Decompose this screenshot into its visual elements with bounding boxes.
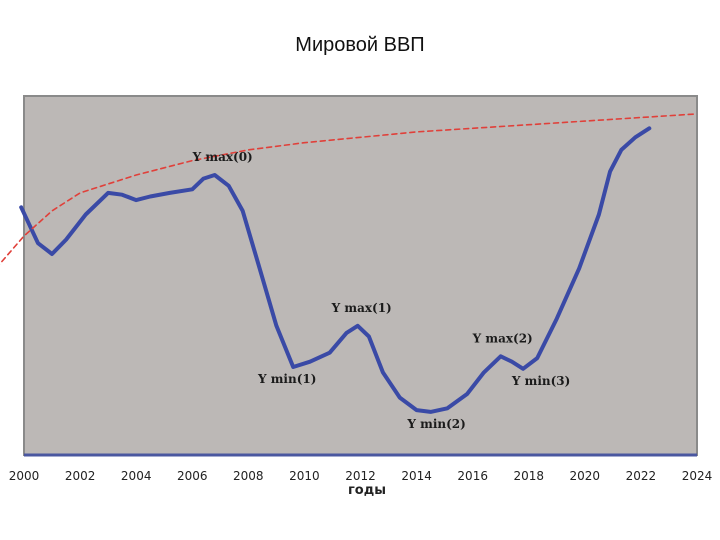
x-tick-label: 2022 [626,469,657,483]
gdp-line [19,126,652,414]
annotation-label: Y max(1) [331,301,392,315]
series-layer [0,113,698,414]
annotation-label: Y max(0) [192,150,253,164]
annotation-label: Y min(2) [406,417,465,431]
x-tick-label: 2006 [177,469,208,483]
x-tick-label: 2000 [9,469,40,483]
x-tick-label: 2020 [570,469,601,483]
x-tick-label: 2012 [345,469,376,483]
annotation-layer: Y max(0) Y max(1) Y min(1) Y min(2) Y max(2)… [192,150,571,431]
x-tick-label: 2010 [289,469,320,483]
x-tick-label: 2024 [682,469,713,483]
plot-area [23,95,698,456]
x-axis-label: годы [348,483,386,498]
x-tick-label: 2002 [65,469,96,483]
x-tick-labels: 2000 2002 2004 2006 2008 2010 2012 2014 2016 2018… [9,469,713,483]
annotation-label: Y min(3) [511,374,570,388]
x-tick-label: 2014 [401,469,432,483]
chart-title: Мировой ВВП [295,34,425,56]
annotation-label: Y max(2) [472,331,533,345]
x-tick-label: 2016 [457,469,488,483]
trend-line-dashed [0,113,698,265]
x-tick-label: 2008 [233,469,264,483]
x-tick-label: 2004 [121,469,152,483]
annotation-label: Y min(1) [257,372,316,386]
x-tick-label: 2018 [514,469,545,483]
